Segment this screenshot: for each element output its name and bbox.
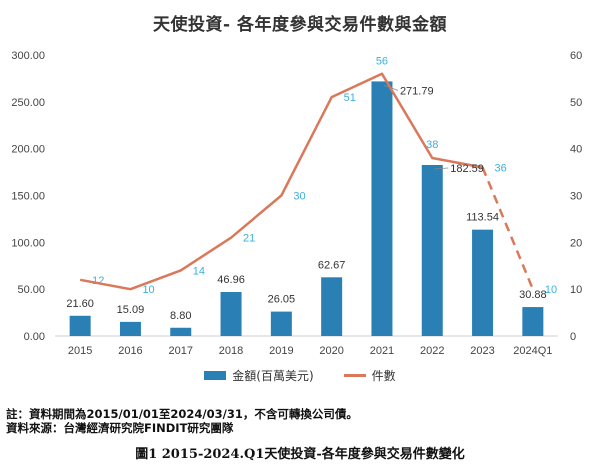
bar (69, 315, 91, 336)
bar-value-label: 8.80 (170, 310, 191, 322)
bar-value-label: 113.54 (466, 212, 499, 224)
x-tick-label: 2023 (470, 345, 494, 357)
line-value-label: 56 (376, 56, 388, 68)
y-left-tick-label: 50.00 (17, 284, 45, 296)
figure-caption: 圖1 2015-2024.Q1天使投資-各年度參與交易件數變化 (135, 447, 465, 462)
y-right-tick-label: 60 (570, 50, 582, 62)
x-tick-label: 2020 (319, 345, 343, 357)
y-right-tick-label: 10 (570, 284, 582, 296)
bar (321, 277, 343, 336)
legend-item-count: 件數 (343, 367, 396, 384)
y-left-tick-label: 300.00 (11, 50, 45, 62)
x-tick-label: 2019 (269, 345, 293, 357)
footnote-period: 註：資料期間為2015/01/01至2024/03/31，不含可轉換公司債。 (6, 407, 358, 421)
chart-title: 天使投資- 各年度參與交易件數與金額 (153, 15, 447, 35)
line-value-label: 51 (344, 92, 356, 104)
x-tick-label: 2021 (370, 345, 394, 357)
line-value-label: 30 (293, 191, 305, 203)
y-left-tick-label: 250.00 (11, 97, 45, 109)
legend-swatch-line (343, 374, 366, 377)
legend-swatch-bar (204, 371, 227, 380)
bar (119, 321, 141, 336)
x-tick-label: 2018 (219, 345, 243, 357)
line-value-label: 21 (243, 233, 255, 245)
line-value-label: 10 (545, 284, 557, 296)
line-value-label: 14 (193, 265, 205, 277)
series-line-solid (79, 72, 483, 291)
series-line-dashed (481, 166, 535, 290)
bar-value-label: 182.59 (450, 163, 484, 175)
legend-item-amount: 金額(百萬美元) (204, 367, 314, 384)
bar-value-label: 62.67 (318, 259, 346, 271)
x-tick-label: 2015 (68, 345, 92, 357)
bar (421, 164, 443, 336)
legend-label-count: 件數 (371, 369, 396, 383)
bar-value-label: 15.09 (117, 304, 145, 316)
bar (522, 307, 544, 336)
y-left-tick-label: 0.00 (24, 331, 45, 343)
bar-label-leader (434, 167, 449, 170)
bar (371, 81, 393, 336)
x-tick-label: 2016 (118, 345, 142, 357)
y-right-tick-label: 0 (570, 331, 576, 343)
chart-plot: 0.00 50.00 100.00 150.00 200.00 250.00 300.00 0… (11, 50, 582, 357)
footnote-source: 資料來源：台灣經濟研究院FINDIT研究團隊 (6, 421, 234, 435)
y-right-tick-label: 30 (570, 191, 582, 203)
bar-label-leader (383, 85, 399, 91)
y-right-tick-label: 20 (570, 237, 582, 249)
bar-value-label: 26.05 (268, 294, 296, 306)
x-tick-label: 2024Q1 (513, 345, 552, 357)
bar (472, 229, 494, 336)
bar-value-label: 21.60 (66, 298, 94, 310)
y-left-tick-label: 100.00 (11, 237, 45, 249)
line-value-label: 12 (92, 275, 104, 287)
legend-label-amount: 金額(百萬美元) (232, 369, 314, 383)
bar (170, 327, 192, 336)
y-right-tick-label: 40 (570, 144, 582, 156)
y-right-tick-label: 50 (570, 97, 582, 109)
line-value-label: 36 (495, 162, 507, 174)
x-tick-label: 2022 (420, 345, 444, 357)
bar-value-label: 30.88 (519, 289, 547, 301)
bar (220, 292, 242, 336)
bar-value-label: 271.79 (400, 85, 434, 97)
y-left-tick-label: 150.00 (11, 191, 45, 203)
bar (270, 311, 292, 336)
bar-value-label: 46.96 (217, 274, 245, 286)
chart-legend: 金額(百萬美元) 件數 (0, 367, 600, 384)
x-tick-label: 2017 (169, 345, 193, 357)
line-value-label: 10 (142, 284, 154, 296)
y-left-tick-label: 200.00 (11, 144, 45, 156)
line-value-label: 38 (426, 139, 438, 151)
